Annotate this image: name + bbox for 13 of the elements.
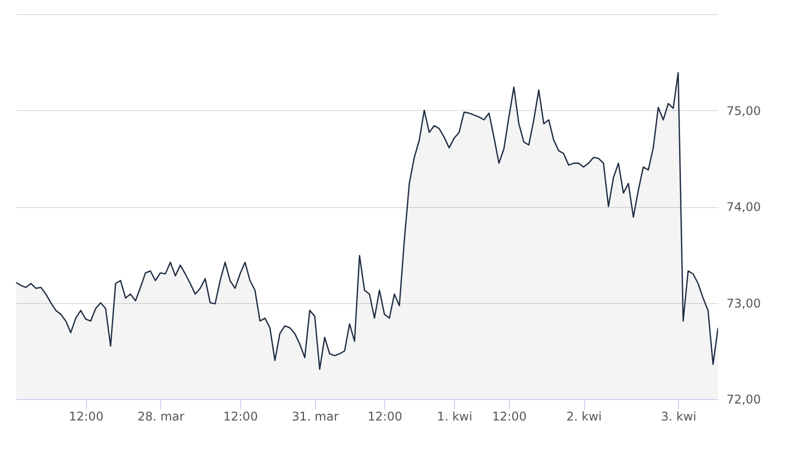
x-tick-label: 12:00 bbox=[368, 410, 402, 424]
x-tick-label: 12:00 bbox=[492, 410, 527, 424]
y-tick-label: 75,00 bbox=[726, 104, 761, 118]
x-tick-label: 31. mar bbox=[292, 410, 339, 424]
x-tick-label: 3. kwi bbox=[660, 410, 696, 424]
x-tick-label: 28. mar bbox=[137, 410, 184, 424]
y-tick-label: 74,00 bbox=[726, 200, 761, 214]
x-tick-label: 12:00 bbox=[68, 410, 104, 424]
y-tick-label: 73,00 bbox=[726, 296, 761, 310]
x-tick-label: 1. kwi bbox=[436, 410, 472, 424]
x-tick-label: 2. kwi bbox=[566, 410, 602, 424]
x-tick-label: 12:00 bbox=[223, 410, 258, 424]
y-tick-label: 72,00 bbox=[726, 392, 761, 406]
